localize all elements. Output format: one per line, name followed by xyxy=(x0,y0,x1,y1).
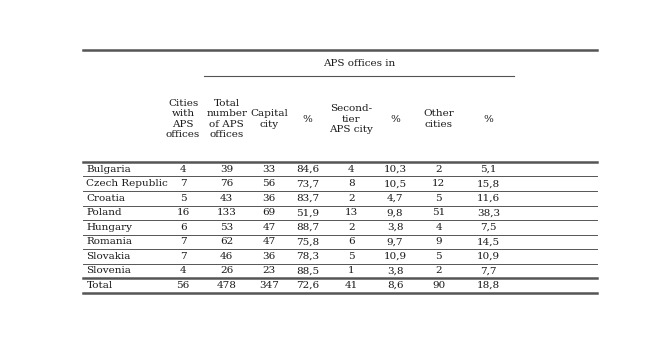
Text: 47: 47 xyxy=(263,223,276,232)
Text: Croatia: Croatia xyxy=(86,194,125,203)
Text: 2: 2 xyxy=(348,223,355,232)
Text: %: % xyxy=(484,115,494,124)
Text: 6: 6 xyxy=(348,237,355,246)
Text: %: % xyxy=(390,115,400,124)
Text: 8: 8 xyxy=(348,179,355,188)
Text: 16: 16 xyxy=(176,208,190,217)
Text: 10,5: 10,5 xyxy=(383,179,406,188)
Text: 56: 56 xyxy=(263,179,276,188)
Text: 9,7: 9,7 xyxy=(387,237,403,246)
Text: 62: 62 xyxy=(220,237,233,246)
Text: 14,5: 14,5 xyxy=(477,237,501,246)
Text: 347: 347 xyxy=(259,281,279,290)
Text: 7: 7 xyxy=(180,237,186,246)
Text: 6: 6 xyxy=(180,223,186,232)
Text: 5: 5 xyxy=(436,194,442,203)
Text: 2: 2 xyxy=(348,194,355,203)
Text: 53: 53 xyxy=(220,223,233,232)
Text: 51: 51 xyxy=(432,208,446,217)
Text: 7: 7 xyxy=(180,252,186,261)
Text: 69: 69 xyxy=(263,208,276,217)
Text: 47: 47 xyxy=(263,237,276,246)
Text: Second-
tier
APS city: Second- tier APS city xyxy=(330,104,373,134)
Text: 33: 33 xyxy=(263,164,276,174)
Text: 7: 7 xyxy=(180,179,186,188)
Text: Hungary: Hungary xyxy=(86,223,133,232)
Text: 3,8: 3,8 xyxy=(387,223,403,232)
Text: 4,7: 4,7 xyxy=(387,194,403,203)
Text: 83,7: 83,7 xyxy=(296,194,320,203)
Text: 23: 23 xyxy=(263,266,276,276)
Text: 90: 90 xyxy=(432,281,446,290)
Text: 36: 36 xyxy=(263,252,276,261)
Text: 41: 41 xyxy=(345,281,358,290)
Text: 51,9: 51,9 xyxy=(296,208,320,217)
Text: 478: 478 xyxy=(217,281,237,290)
Text: Romania: Romania xyxy=(86,237,133,246)
Text: 10,9: 10,9 xyxy=(477,252,501,261)
Text: 5: 5 xyxy=(436,252,442,261)
Text: 4: 4 xyxy=(180,164,186,174)
Text: Bulgaria: Bulgaria xyxy=(86,164,131,174)
Text: 88,7: 88,7 xyxy=(296,223,320,232)
Text: 10,9: 10,9 xyxy=(383,252,406,261)
Text: 5: 5 xyxy=(348,252,355,261)
Text: Poland: Poland xyxy=(86,208,122,217)
Text: 56: 56 xyxy=(176,281,190,290)
Text: 43: 43 xyxy=(220,194,233,203)
Text: 3,8: 3,8 xyxy=(387,266,403,276)
Text: 9,8: 9,8 xyxy=(387,208,403,217)
Text: 9: 9 xyxy=(436,237,442,246)
Text: 2: 2 xyxy=(436,164,442,174)
Text: %: % xyxy=(303,115,313,124)
Text: 7,5: 7,5 xyxy=(481,223,497,232)
Text: 72,6: 72,6 xyxy=(296,281,320,290)
Text: 1: 1 xyxy=(348,266,355,276)
Text: Slovakia: Slovakia xyxy=(86,252,131,261)
Text: 7,7: 7,7 xyxy=(481,266,497,276)
Text: Total: Total xyxy=(86,281,113,290)
Text: Capital
city: Capital city xyxy=(250,109,288,129)
Text: APS offices in: APS offices in xyxy=(323,59,395,68)
Text: 5: 5 xyxy=(180,194,186,203)
Text: Other
cities: Other cities xyxy=(423,109,454,129)
Text: 2: 2 xyxy=(436,266,442,276)
Text: 75,8: 75,8 xyxy=(296,237,320,246)
Text: Czech Republic: Czech Republic xyxy=(86,179,168,188)
Text: 4: 4 xyxy=(436,223,442,232)
Text: 8,6: 8,6 xyxy=(387,281,403,290)
Text: 78,3: 78,3 xyxy=(296,252,320,261)
Text: 5,1: 5,1 xyxy=(481,164,497,174)
Text: 36: 36 xyxy=(263,194,276,203)
Text: Cities
with
APS
offices: Cities with APS offices xyxy=(166,99,200,139)
Text: 4: 4 xyxy=(180,266,186,276)
Text: 88,5: 88,5 xyxy=(296,266,320,276)
Text: 38,3: 38,3 xyxy=(477,208,501,217)
Text: 15,8: 15,8 xyxy=(477,179,501,188)
Text: 26: 26 xyxy=(220,266,233,276)
Text: 76: 76 xyxy=(220,179,233,188)
Text: 13: 13 xyxy=(345,208,358,217)
Text: 46: 46 xyxy=(220,252,233,261)
Text: Slovenia: Slovenia xyxy=(86,266,131,276)
Text: 11,6: 11,6 xyxy=(477,194,501,203)
Text: Total
number
of APS
offices: Total number of APS offices xyxy=(206,99,247,139)
Text: 4: 4 xyxy=(348,164,355,174)
Text: 12: 12 xyxy=(432,179,446,188)
Text: 84,6: 84,6 xyxy=(296,164,320,174)
Text: 10,3: 10,3 xyxy=(383,164,406,174)
Text: 18,8: 18,8 xyxy=(477,281,501,290)
Text: 73,7: 73,7 xyxy=(296,179,320,188)
Text: 133: 133 xyxy=(217,208,237,217)
Text: 39: 39 xyxy=(220,164,233,174)
